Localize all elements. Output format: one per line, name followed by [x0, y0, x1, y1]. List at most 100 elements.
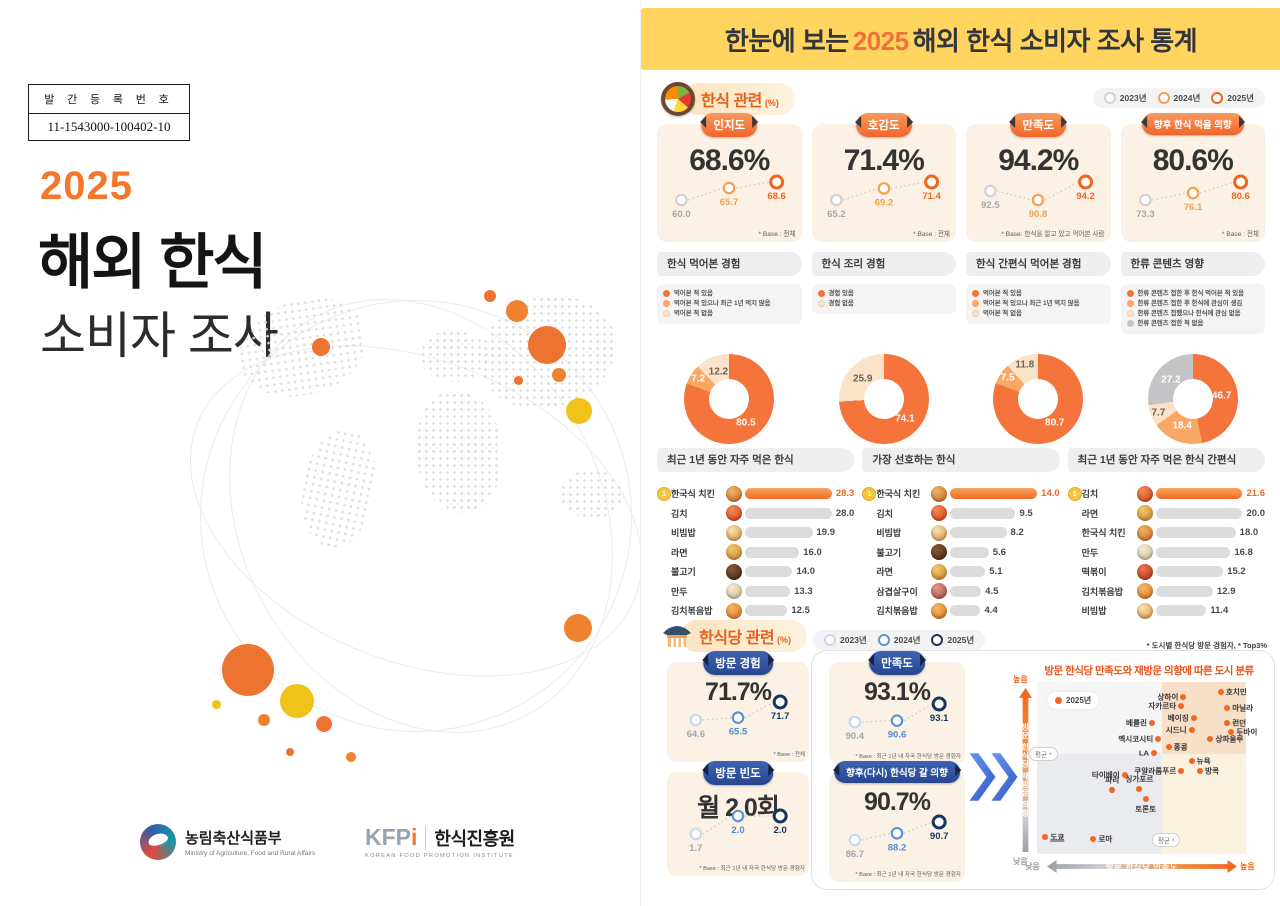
rank-value: 5.1: [989, 566, 1003, 578]
maff-eng: Ministry of Agriculture, Food and Rural …: [185, 850, 316, 857]
rank-bar: [950, 546, 989, 558]
city-dot-베를린: [1148, 720, 1155, 727]
legend-dot: [1126, 310, 1134, 318]
trend-mini-chart: 92.5 90.8 94.2: [981, 174, 1095, 220]
svg-text:64.6: 64.6: [687, 729, 706, 740]
rank-bar: [950, 566, 986, 578]
maff-logo-icon: [140, 824, 176, 860]
city-label-타이베이: 타이베이: [1091, 770, 1120, 780]
kpi-trend-wrap: 64.6 65.5 71.7: [676, 690, 800, 749]
rank-value: 14.0: [796, 566, 815, 578]
legend-dot: [1126, 290, 1134, 298]
김치볶음밥-icon: [931, 602, 948, 619]
legend-dot: [817, 290, 825, 298]
city-label-두바이: 두바이: [1236, 727, 1258, 737]
kpi-card-value: 71.7%: [705, 678, 772, 706]
donut-value: 27.2: [1161, 374, 1181, 386]
double-chevron-icon: [963, 748, 1021, 806]
city-dot-타이베이: [1121, 771, 1128, 778]
kpi-trend-wrap: 60.0 65.7 68.6: [659, 170, 799, 229]
ranking-row: 김치볶음밥 12.9: [1068, 582, 1265, 602]
svg-text:90.6: 90.6: [888, 730, 907, 741]
food-name: 김치: [671, 508, 688, 519]
city-dot-마닐라: [1224, 704, 1231, 711]
ranking-panel-title: 최근 1년 동안 자주 먹은 한식 간편식: [1067, 448, 1265, 472]
ranking-row: 김치볶음밥 12.5: [657, 601, 854, 621]
kpi-trend-wrap: 65.2 69.2 71.4: [814, 170, 954, 229]
legend-label: 2024년: [893, 635, 921, 645]
ranking-panel: 가장 선호하는 한식 1 한국식 치킨 14.0 김치 9.5 비빔밥 8.2 불고기 5.6 라면…: [862, 448, 1060, 621]
experience-legend-item: 먹어본 적 있으나 최근 1년 먹지 않음: [663, 299, 796, 309]
삼겹살구이-icon: [931, 583, 948, 600]
city-dot-싱가포르: [1136, 785, 1143, 792]
kpi-card-value: 68.6%: [689, 144, 770, 177]
donut-value: 7.7: [1151, 407, 1166, 419]
city-label-호치민: 호치민: [1225, 687, 1247, 697]
rank-bar: [745, 507, 832, 519]
ranking-row: 라면 20.0: [1068, 504, 1265, 524]
kpi-base-note: * Base : 최근 1년 내 자국 한식당 방문 경험자: [855, 754, 961, 760]
kpi-base-note: * Base : 전체: [912, 231, 950, 238]
legend-item-2025년: 2025년: [931, 634, 974, 646]
legend-item-2024년: 2024년: [1157, 92, 1200, 104]
kpi-base-note: * Base : 최근 1년 내 자국 한식당 방문 경험자: [855, 872, 961, 878]
food-name: 만두: [1081, 547, 1099, 558]
kfpi-name: 한식진흥원: [434, 828, 515, 849]
city-label-베를린: 베를린: [1125, 718, 1147, 728]
svg-text:90.4: 90.4: [846, 731, 865, 742]
experience-legend-slot: 먹어본 적 있음 먹어본 적 있으나 최근 1년 먹지 않음 먹어본 적 없음: [966, 284, 1111, 346]
legend-item-2024년: 2024년: [877, 634, 921, 646]
donut-value: 18.4: [1172, 420, 1192, 432]
rank-value: 28.3: [835, 488, 855, 500]
donut-value: 80.7: [1045, 417, 1065, 429]
kfpi-logo-icon: KFPi: [365, 824, 418, 850]
city-dot-자카르타: [1178, 703, 1185, 710]
rank-value: 18.0: [1239, 527, 1259, 539]
donut-value: 74.1: [895, 413, 915, 425]
average-pill-y: 평균 *: [1029, 747, 1058, 762]
rank-value: 12.5: [791, 605, 810, 617]
legend-label: 2025년: [947, 635, 975, 645]
experience-legend-slot: 한류 콘텐츠 접한 후 한식 먹어본 적 있음 한류 콘텐츠 접한 후 한식에 관…: [1120, 284, 1265, 346]
kpi-card-title: 방문 빈도: [702, 761, 774, 785]
rank-bar: [745, 566, 793, 578]
ranking-row: 김치 9.5: [862, 504, 1059, 524]
city-dot-시드니: [1188, 727, 1195, 734]
kpi-trend-wrap: 73.3 76.1 80.6: [1123, 170, 1263, 229]
city-dot-두바이: [1228, 728, 1235, 735]
trend-mini-chart: 1.7 2.0 2.0: [689, 808, 788, 854]
restaurant-section-title: 한식당 관련: [699, 630, 775, 647]
ranking-row: 불고기 14.0: [657, 562, 854, 582]
legend-text: 먹어본 적 있음: [983, 290, 1022, 297]
donut-chart: 74.1 25.9: [838, 354, 929, 444]
city-label-토론토: 토론토: [1135, 804, 1157, 814]
experience-panel-title: 한식 조리 경험: [811, 252, 956, 276]
experience-legend: 한류 콘텐츠 접한 후 한식 먹어본 적 있음 한류 콘텐츠 접한 후 한식에 관…: [1120, 284, 1265, 334]
legend-text: 한류 콘텐츠 접했으나 한식에 관심 없음: [1137, 309, 1241, 317]
experience-legend-slot: 경험 있음 경험 없음: [811, 284, 956, 346]
city-dot-로마: [1090, 835, 1097, 842]
experience-panel: 한류 콘텐츠 영향 한류 콘텐츠 접한 후 한식 먹어본 적 있음 한류 콘텐츠 접…: [1120, 252, 1265, 444]
food-name: 라면: [876, 567, 893, 578]
rank-bar: [950, 585, 982, 597]
svg-text:60.0: 60.0: [672, 209, 691, 220]
svg-text:1.7: 1.7: [689, 843, 702, 854]
food-name: 떡볶이: [1081, 567, 1107, 578]
rank-value: 20.0: [1246, 507, 1265, 519]
kpi-card-title: 인지도: [700, 113, 758, 137]
ranking-rows: 1 한국식 치킨 14.0 김치 9.5 비빔밥 8.2 불고기 5.6 라면 5.1 삼겹살구이 4.…: [862, 484, 1060, 621]
rank-bar: [745, 488, 832, 500]
legend-dot: [972, 300, 979, 308]
food-name: 불고기: [876, 547, 902, 558]
city-dot-LA: [1151, 749, 1158, 756]
city-dot-베이징: [1190, 715, 1197, 722]
kpi-base-note: * Base : 전체: [758, 231, 796, 238]
svg-text:76.1: 76.1: [1184, 202, 1203, 213]
food-name: 김치볶음밥: [876, 606, 918, 617]
scatter-footnote: * 도시별 한식당 방문 경험자, * Top3%: [1146, 641, 1267, 650]
rank-value: 13.3: [794, 585, 813, 597]
legend-ring: [1211, 92, 1224, 104]
legend-text: 한류 콘텐츠 접한 적 없음: [1137, 319, 1204, 327]
rank-badge-slot: 1: [862, 486, 877, 501]
